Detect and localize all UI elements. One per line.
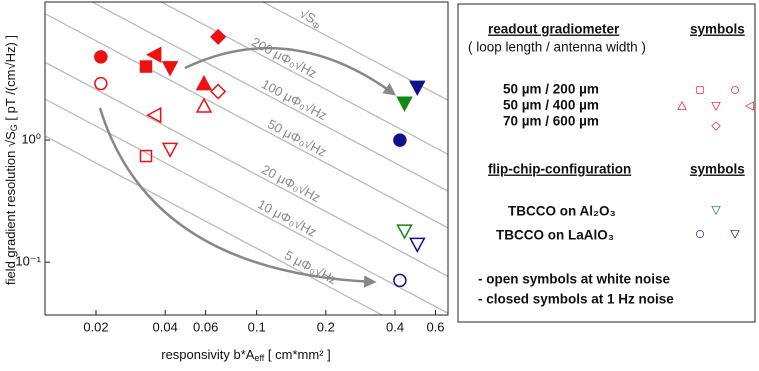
reference-line bbox=[261, 2, 448, 102]
data-point bbox=[393, 133, 407, 147]
legend-row: 50 µm / 400 µm bbox=[503, 98, 599, 113]
reference-line-label-text: 5 μΦ₀√Hz bbox=[282, 248, 339, 288]
data-point bbox=[396, 224, 413, 240]
legend-symbol bbox=[730, 230, 740, 239]
reference-line-label-sub: Φ bbox=[310, 20, 321, 32]
reference-line bbox=[160, 2, 448, 156]
x-tick-label: 0.6 bbox=[426, 319, 444, 334]
x-tick-label: 0.04 bbox=[153, 319, 178, 334]
legend-note: - open symbols at white noise bbox=[478, 272, 671, 287]
y-tick-label: 10⁰ bbox=[21, 132, 41, 147]
x-tick-label: 0.4 bbox=[386, 319, 404, 334]
data-point bbox=[210, 83, 227, 100]
legend-header: flip-chip-configuration bbox=[488, 162, 631, 177]
data-point bbox=[139, 60, 153, 73]
data-point bbox=[396, 96, 413, 112]
legend-symbol bbox=[731, 86, 739, 94]
data-point bbox=[139, 149, 153, 163]
x-tick-label: 0.1 bbox=[248, 319, 266, 334]
data-point bbox=[94, 50, 108, 64]
reference-line-label-text: 200 μΦ₀√Hz bbox=[249, 35, 319, 82]
data-point bbox=[210, 28, 227, 45]
legend-symbols bbox=[677, 86, 754, 239]
x-tick-label: 0.06 bbox=[193, 319, 218, 334]
reference-line bbox=[45, 61, 448, 278]
legend-row: TBCCO on Al₂O₃ bbox=[508, 204, 616, 219]
reference-line-label: 100 μΦ₀√Hz bbox=[259, 77, 329, 124]
legend-header: symbols bbox=[690, 162, 745, 177]
y-axis-label-main: field gradient resolution √S bbox=[3, 131, 18, 285]
legend-symbol bbox=[745, 101, 754, 111]
y-axis-label-unit: [ pT /(cm√Hz) ] bbox=[3, 35, 18, 124]
data-point bbox=[161, 142, 179, 158]
reference-line-label: 200 μΦ₀√Hz bbox=[249, 35, 319, 82]
plot-frame bbox=[44, 1, 449, 316]
reference-line bbox=[45, 135, 384, 315]
legend-row: 50 µm / 200 µm bbox=[503, 82, 599, 97]
y-tick-label: 10⁻¹ bbox=[15, 254, 41, 269]
data-point bbox=[195, 97, 213, 113]
legend-subheader: ( loop length / antenna width ) bbox=[468, 40, 646, 55]
legend-frame bbox=[457, 3, 756, 323]
data-point bbox=[195, 75, 213, 91]
data-point bbox=[409, 80, 426, 96]
y-axis-label: field gradient resolution √SG [ pT /(cm√… bbox=[3, 35, 19, 285]
legend-note: - closed symbols at 1 Hz noise bbox=[478, 292, 674, 307]
data-points bbox=[94, 28, 426, 288]
reference-line-label: √SΦ bbox=[296, 6, 324, 32]
arrow bbox=[184, 46, 397, 96]
arrow bbox=[98, 107, 377, 288]
legend-symbol bbox=[677, 101, 687, 110]
legend-symbol bbox=[711, 206, 721, 215]
data-point bbox=[94, 76, 108, 91]
x-axis-label-main: responsivity b*A bbox=[161, 347, 255, 362]
legend-symbol bbox=[711, 102, 721, 111]
data-point bbox=[161, 61, 179, 77]
legend-symbol bbox=[711, 121, 721, 131]
reference-line-label: 20 μΦ₀√Hz bbox=[259, 162, 323, 205]
reference-line-label-text: 20 μΦ₀√Hz bbox=[259, 162, 323, 205]
reference-line-label-text: √S bbox=[297, 6, 318, 27]
reference-line bbox=[90, 2, 448, 192]
legend-header: symbols bbox=[690, 22, 745, 37]
x-tick-label: 0.02 bbox=[83, 319, 108, 334]
data-point bbox=[393, 273, 407, 288]
reference-line bbox=[45, 12, 448, 229]
reference-line bbox=[45, 98, 448, 314]
reference-lines bbox=[45, 2, 448, 315]
legend-symbol bbox=[696, 86, 704, 94]
data-point bbox=[146, 106, 162, 124]
legend-panel: readout gradiometer symbols ( loop lengt… bbox=[457, 3, 756, 323]
reference-line-label-text: 100 μΦ₀√Hz bbox=[259, 77, 329, 124]
x-tick-label: 0.2 bbox=[317, 319, 335, 334]
legend-row: TBCCO on LaAlO₃ bbox=[496, 228, 614, 243]
x-axis-label-unit: [ cm*mm² ] bbox=[264, 347, 330, 362]
x-axis-label-sub: eff bbox=[254, 353, 264, 363]
x-axis-label: responsivity b*Aeff [ cm*mm² ] bbox=[161, 347, 331, 363]
reference-line-label: 5 μΦ₀√Hz bbox=[282, 248, 339, 288]
legend-row: 70 µm / 600 µm bbox=[503, 114, 599, 129]
data-point bbox=[146, 46, 162, 63]
legend-symbol bbox=[696, 230, 704, 238]
y-axis-label-sub: G bbox=[9, 124, 19, 131]
data-point bbox=[409, 237, 426, 253]
legend-header: readout gradiometer bbox=[488, 22, 620, 37]
